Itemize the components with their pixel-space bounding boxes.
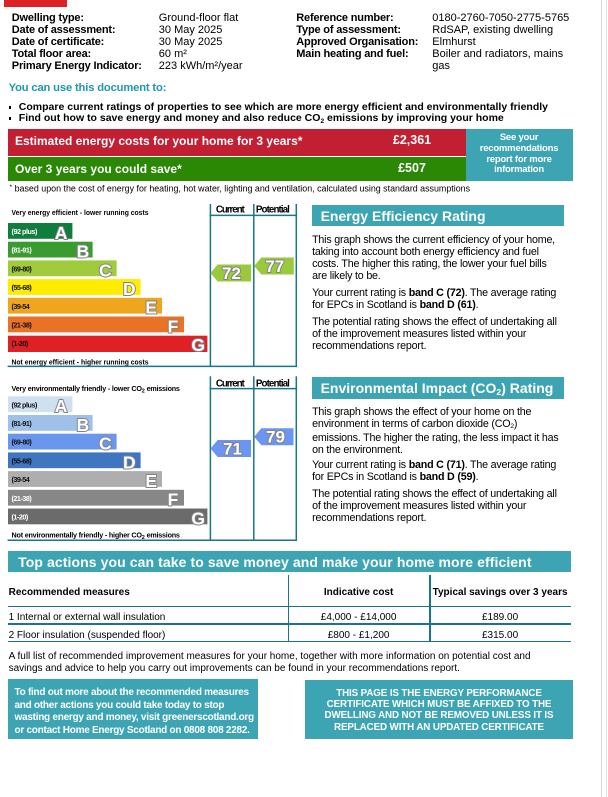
svg-text:77: 77 [265,257,284,276]
svg-text:D: D [123,452,136,472]
svg-text:(81-91): (81-91) [12,246,33,255]
svg-text:(69-80): (69-80) [12,438,33,447]
svg-text:72: 72 [222,264,241,283]
svg-text:(92 plus): (92 plus) [12,227,38,236]
svg-text:(39-54: (39-54 [12,475,30,484]
svg-text:G: G [191,335,205,355]
svg-text:B: B [77,415,90,435]
svg-text:71: 71 [223,439,242,458]
svg-text:E: E [145,298,157,318]
svg-text:(55-68): (55-68) [12,456,33,465]
svg-text:F: F [168,316,179,336]
svg-text:Potential: Potential [256,205,290,216]
svg-text:F: F [168,490,179,510]
svg-text:Not energy efficient - higher: Not energy efficient - higher running co… [12,357,149,366]
svg-text:(69-80): (69-80) [12,264,33,273]
svg-text:79: 79 [266,428,285,447]
svg-text:(21-38): (21-38) [12,494,33,503]
svg-text:A: A [55,223,68,243]
svg-text:(1-20): (1-20) [12,513,29,522]
svg-text:(55-68): (55-68) [12,283,33,292]
svg-text:Very energy efficient - lower: Very energy efficient - lower running co… [12,208,149,217]
svg-text:Not environmentally friendly -: Not environmentally friendly - higher CO… [12,531,180,542]
svg-text:(81-91): (81-91) [12,419,33,428]
svg-text:Very environmentally friendly: Very environmentally friendly - lower CO… [12,384,180,395]
svg-text:(1-20): (1-20) [12,339,29,348]
svg-text:(39-54: (39-54 [12,302,30,311]
svg-text:Potential: Potential [256,379,290,390]
svg-text:B: B [77,242,90,262]
svg-text:G: G [191,508,205,528]
svg-text:(21-38): (21-38) [12,321,33,330]
svg-text:(92 plus): (92 plus) [12,400,38,409]
svg-text:A: A [55,396,68,416]
svg-text:E: E [145,471,157,491]
svg-text:C: C [99,260,112,280]
svg-text:D: D [123,279,136,299]
svg-text:C: C [99,434,112,454]
svg-text:Current: Current [216,379,246,390]
svg-text:Current: Current [216,205,246,216]
